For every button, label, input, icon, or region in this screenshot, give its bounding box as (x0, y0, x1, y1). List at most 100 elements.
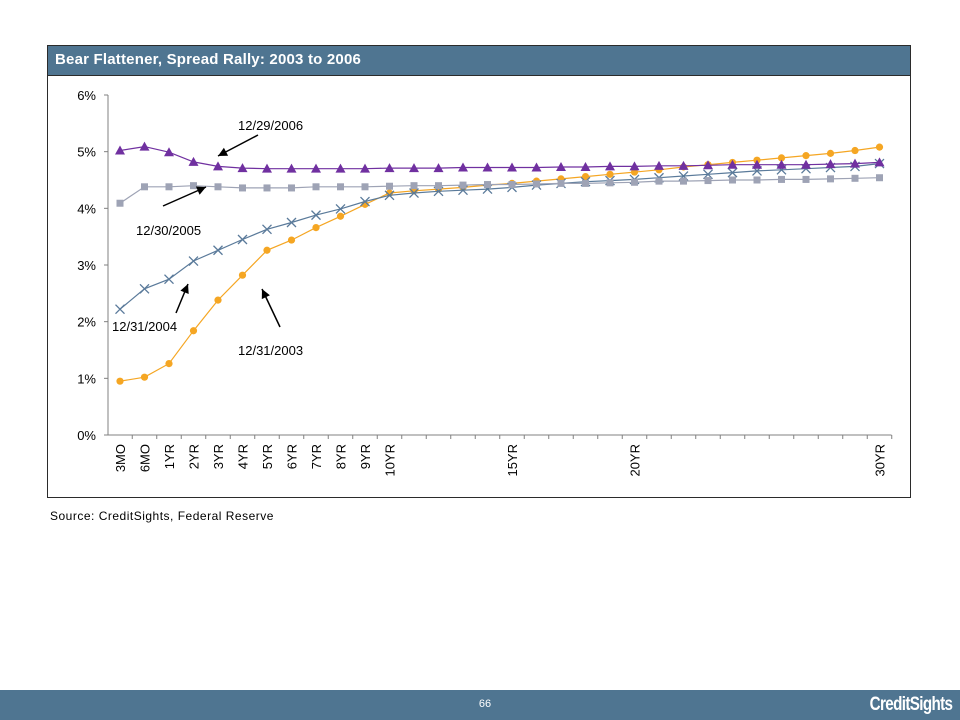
x-tick-label: 6YR (285, 444, 300, 469)
x-tick-label: 30YR (873, 444, 888, 477)
line-chart: 0% 1% 2% 3% 4% 5% 6% 3MO 6MO 1YR 2YR 3YR 4YR 5YR 6YR 7Y… (77, 88, 893, 477)
data-point (165, 183, 173, 191)
data-point (213, 245, 223, 256)
x-tick-label: 5YR (260, 444, 275, 469)
data-point (410, 182, 418, 190)
x-tick-label: 1YR (162, 444, 177, 469)
data-point (727, 167, 738, 178)
chart-title: Bear Flattener, Spread Rally: 2003 to 20… (55, 51, 362, 68)
data-point (287, 236, 296, 244)
data-point (139, 283, 150, 294)
series-line (119, 145, 880, 170)
data-point (825, 159, 836, 169)
data-point (458, 162, 468, 172)
data-point (727, 159, 738, 169)
data-point (580, 161, 591, 171)
y-tick-label: 1% (77, 371, 96, 386)
series-line (119, 163, 880, 310)
y-tick-label: 0% (77, 428, 96, 443)
data-point (875, 143, 884, 151)
data-point (556, 161, 566, 171)
x-tick-label: 20YR (628, 444, 643, 477)
data-point (678, 160, 689, 170)
data-point (655, 177, 663, 185)
x-tick-label: 3MO (113, 444, 128, 472)
data-point (384, 163, 395, 173)
data-point (337, 183, 344, 191)
data-point (165, 360, 173, 368)
data-point (827, 175, 834, 183)
data-point (214, 296, 222, 304)
data-point (312, 183, 320, 191)
data-point (386, 182, 393, 190)
data-point (238, 271, 247, 279)
data-point (753, 176, 761, 184)
data-point (776, 159, 787, 169)
data-point (140, 373, 149, 381)
data-point (335, 203, 346, 214)
data-point (262, 224, 272, 235)
x-tick-label: 9YR (358, 444, 373, 469)
brand-logo: CreditSights (869, 694, 952, 715)
x-tick-label: 8YR (334, 444, 349, 469)
data-point (876, 174, 883, 182)
data-point (115, 304, 125, 315)
annotation-arrowhead (261, 289, 270, 300)
data-point (239, 184, 246, 192)
data-point (286, 217, 297, 228)
data-point (459, 181, 467, 189)
data-point (508, 181, 516, 189)
data-point (435, 182, 442, 190)
annotation-label: 12/29/2006 (238, 118, 303, 133)
data-point (582, 179, 589, 187)
series-line (119, 146, 880, 382)
data-point (654, 160, 664, 170)
data-point (802, 175, 810, 183)
data-point (139, 141, 150, 151)
data-point (631, 178, 638, 186)
data-point (360, 196, 370, 207)
data-point (213, 161, 223, 171)
data-point (533, 180, 540, 188)
data-point (484, 181, 491, 189)
data-point (335, 163, 346, 173)
data-point (115, 145, 125, 155)
data-point (409, 188, 419, 198)
data-point (188, 256, 199, 266)
footer-bar: 66 CreditSights (0, 690, 960, 720)
data-point (680, 177, 687, 185)
data-point (557, 179, 565, 187)
data-point (801, 159, 811, 169)
series-line (119, 177, 880, 204)
x-tick-label: 2YR (187, 444, 202, 469)
data-point (384, 190, 395, 201)
y-tick-label: 3% (77, 258, 96, 273)
chart-header: Bear Flattener, Spread Rally: 2003 to 20… (48, 46, 910, 76)
data-point (188, 156, 199, 166)
data-point (361, 183, 369, 191)
data-point (116, 199, 124, 207)
annotation-label: 12/30/2005 (136, 223, 201, 238)
annotation-arrowhead (180, 284, 189, 294)
data-point (262, 163, 272, 173)
y-tick-label: 2% (77, 315, 96, 330)
data-point (507, 162, 517, 172)
data-point (605, 161, 615, 171)
y-tick-label: 4% (77, 201, 96, 216)
x-tick-label: 6MO (138, 444, 153, 472)
x-tick-label: 15YR (505, 444, 520, 477)
data-point (703, 160, 713, 170)
data-point (606, 179, 614, 187)
data-point (802, 152, 810, 160)
data-point (288, 184, 295, 192)
data-point (312, 224, 320, 232)
data-point (286, 163, 297, 173)
data-point (311, 163, 321, 173)
data-point (116, 377, 124, 385)
data-point (141, 183, 148, 191)
data-point (777, 154, 786, 162)
y-tick-label: 6% (77, 88, 96, 103)
data-point (704, 177, 712, 185)
data-point (850, 158, 860, 168)
data-point (581, 173, 590, 181)
